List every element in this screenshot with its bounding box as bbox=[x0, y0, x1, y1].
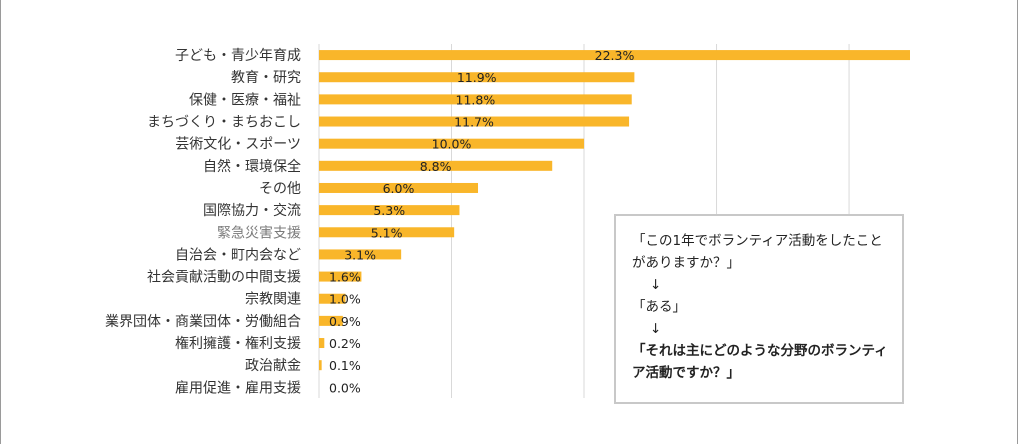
data-label: 0.9% bbox=[329, 314, 361, 329]
data-label: 3.1% bbox=[344, 247, 376, 262]
category-label: まちづくり・まちおこし bbox=[147, 115, 301, 131]
question-line-1: 「この1年でボランティア活動をしたこと bbox=[632, 233, 883, 249]
category-label-layer: 子ども・青少年育成教育・研究保健・医療・福祉まちづくり・まちおこし芸術文化・スポ… bbox=[105, 48, 301, 396]
category-label: 宗教関連 bbox=[245, 292, 301, 308]
bar bbox=[319, 182, 479, 193]
down-arrow-icon: ↓ bbox=[650, 277, 662, 293]
data-label: 1.6% bbox=[329, 270, 361, 285]
bar bbox=[319, 271, 362, 282]
bar bbox=[319, 160, 553, 171]
data-label: 0.2% bbox=[329, 336, 361, 351]
survey-question-box: 「この1年でボランティア活動をしたこと がありますか？」 ↓ 「ある」 ↓ 「そ… bbox=[614, 214, 904, 404]
category-label: 政治献金 bbox=[245, 358, 301, 374]
value-label-layer: 22.3% 11.9% 11.8% 11.7% 10.0% 8.8% 6.0% 5.3% 5.1… bbox=[329, 48, 634, 395]
bar bbox=[319, 249, 402, 260]
category-label: 雇用促進・雇用支援 bbox=[175, 379, 301, 396]
question-line-2: がありますか？」 bbox=[632, 255, 740, 271]
category-label: 緊急災害支援 bbox=[217, 225, 301, 241]
bar bbox=[319, 94, 632, 105]
frame-right-border bbox=[1017, 0, 1018, 444]
bar bbox=[319, 72, 635, 83]
data-label: 5.1% bbox=[371, 225, 403, 240]
data-label: 1.0% bbox=[329, 292, 361, 307]
category-label: 教育・研究 bbox=[231, 70, 301, 86]
bar bbox=[319, 293, 346, 304]
bar bbox=[319, 205, 460, 216]
category-label: 子ども・青少年育成 bbox=[175, 48, 301, 64]
bar bbox=[319, 116, 630, 127]
down-arrow-icon: ↓ bbox=[650, 321, 662, 337]
followup-question-line-1: 「それは主にどのような分野のボランティ bbox=[632, 343, 888, 359]
data-label: 5.3% bbox=[373, 203, 405, 218]
bar bbox=[319, 338, 325, 349]
bar bbox=[319, 50, 910, 61]
data-label: 11.9% bbox=[457, 70, 497, 85]
data-label: 0.1% bbox=[329, 358, 361, 373]
data-label: 10.0% bbox=[432, 137, 472, 152]
category-label: 保健・医療・福祉 bbox=[189, 91, 301, 108]
data-label: 8.8% bbox=[420, 159, 452, 174]
bar bbox=[319, 227, 455, 238]
data-label: 11.7% bbox=[454, 115, 494, 130]
bar-layer bbox=[319, 50, 910, 371]
followup-question-line-2: ア活動ですか？」 bbox=[632, 365, 740, 381]
answer-line: 「ある」 bbox=[632, 299, 686, 315]
data-label: 11.8% bbox=[456, 92, 496, 107]
category-label: 社会貢献活動の中間支援 bbox=[147, 270, 301, 286]
category-label: 自然・環境保全 bbox=[203, 158, 301, 175]
frame-left-border bbox=[0, 0, 1, 444]
category-label: 国際協力・交流 bbox=[203, 202, 301, 219]
category-label: 業界団体・商業団体・労働組合 bbox=[105, 314, 301, 330]
bar bbox=[319, 315, 343, 326]
data-label: 0.0% bbox=[329, 380, 361, 395]
category-label: 芸術文化・スポーツ bbox=[175, 137, 301, 153]
data-label: 6.0% bbox=[383, 181, 415, 196]
category-label: 自治会・町内会など bbox=[175, 247, 301, 263]
category-label: 権利擁護・権利支援 bbox=[175, 335, 301, 352]
bar bbox=[319, 138, 585, 149]
data-label: 22.3% bbox=[595, 48, 635, 63]
category-label: その他 bbox=[259, 181, 301, 197]
bar bbox=[319, 360, 322, 371]
